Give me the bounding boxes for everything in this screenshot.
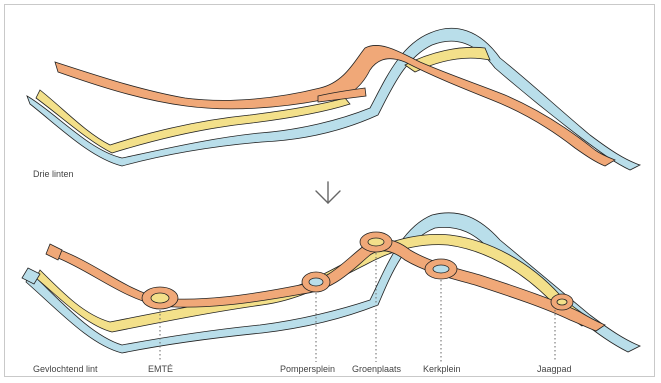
knot-emte bbox=[141, 286, 179, 310]
knot-jaagpad bbox=[550, 293, 574, 311]
place-label-jaagpad: Jaagpad bbox=[537, 364, 572, 374]
bottom-ribbons bbox=[21, 212, 641, 354]
bottom-panel-label: Gevlochtend lint bbox=[33, 364, 98, 374]
yellow-ribbon-top bbox=[35, 89, 351, 154]
knot-groenplaats bbox=[359, 231, 393, 253]
top-ribbons bbox=[26, 27, 642, 171]
place-label-pompersplein: Pompersplein bbox=[280, 364, 336, 374]
down-arrow bbox=[315, 181, 341, 204]
orange-ribbon-top-small bbox=[317, 87, 367, 103]
blue-ribbon-bottom bbox=[25, 212, 641, 354]
place-label-groenplaats: Groenplaats bbox=[352, 364, 402, 374]
place-label-kerkplein: Kerkplein bbox=[423, 364, 461, 374]
guide-lines bbox=[159, 253, 556, 362]
orange-ribbon-bottom bbox=[54, 239, 606, 332]
blue-ribbon-end-left bbox=[21, 267, 41, 285]
top-panel-label: Drie linten bbox=[33, 169, 74, 179]
knot-pompersplein bbox=[301, 271, 331, 293]
orange-ribbon-end-left bbox=[45, 243, 63, 261]
place-label-emte: EMTÉ bbox=[148, 364, 174, 374]
knot-kerkplein bbox=[424, 258, 458, 280]
blue-ribbon-top bbox=[26, 27, 642, 171]
